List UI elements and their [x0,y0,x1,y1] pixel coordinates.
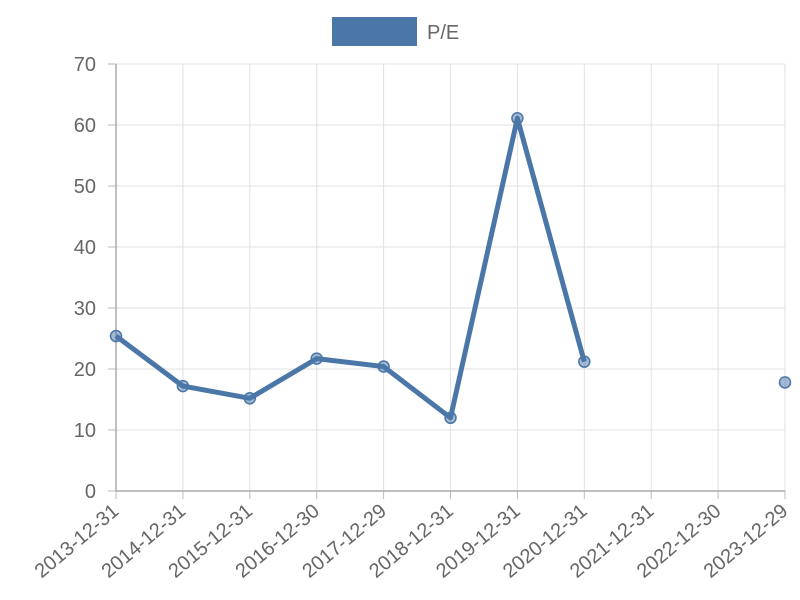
data-point [310,352,323,365]
y-tick-label: 20 [74,359,96,381]
y-tick-label: 0 [85,481,96,503]
data-point [444,411,457,425]
y-tick-label: 40 [74,237,96,259]
data-point [377,360,390,373]
data-point [109,329,123,343]
y-tick-label: 60 [74,115,96,137]
y-tick-label: 70 [74,54,96,76]
legend-label: P/E [427,22,459,44]
y-tick-label: 50 [74,176,96,198]
y-tick-label: 30 [74,298,96,320]
data-point [176,379,190,393]
legend-swatch [332,17,417,46]
data-point [578,355,591,368]
y-tick-label: 10 [74,420,96,442]
data-point [243,392,257,405]
data-point [778,376,792,389]
data-point [511,112,524,125]
